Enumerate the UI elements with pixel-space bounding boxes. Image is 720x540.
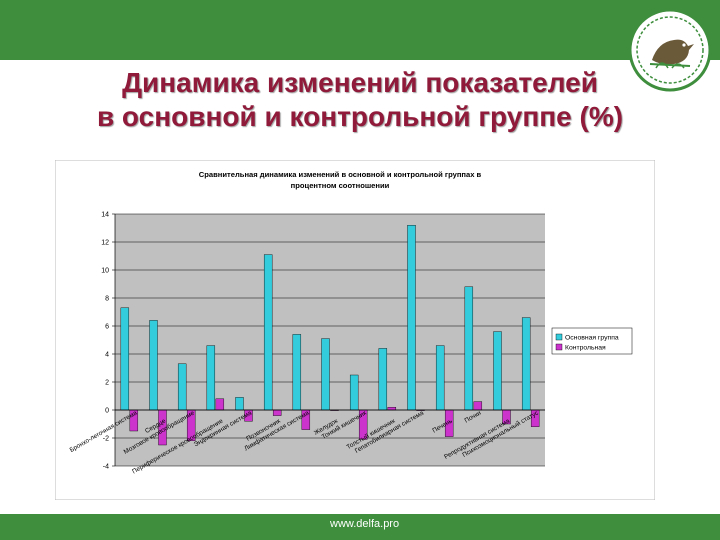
- slide-title-line-2: в основной и контрольной группе (%): [96, 101, 624, 132]
- bar-main-13: [493, 331, 502, 411]
- bar-control-3: [215, 398, 225, 411]
- y-tick-label: 10: [101, 268, 109, 275]
- y-tick-label: -2: [103, 436, 109, 443]
- footer-bar: [0, 514, 720, 540]
- bar-main-11: [435, 345, 445, 411]
- bar-main-14: [521, 317, 531, 411]
- y-tick-label: 14: [101, 212, 109, 219]
- legend-label: Основная группа: [565, 335, 619, 342]
- bar-control-5: [272, 409, 282, 416]
- bar-main-9: [378, 348, 388, 411]
- plot-area: [115, 214, 545, 466]
- bar-main-5: [263, 254, 273, 411]
- legend-label: Контрольная: [565, 345, 606, 352]
- bar-main-8: [349, 374, 359, 411]
- legend-swatch: [555, 343, 563, 351]
- bar-main-1: [149, 320, 158, 411]
- bar-main-12: [464, 286, 474, 411]
- y-tick-label: -4: [103, 464, 109, 471]
- bar-main-10: [407, 224, 416, 411]
- bar-main-7: [321, 338, 330, 411]
- legend-swatch: [555, 333, 563, 341]
- bar-main-0: [120, 307, 130, 411]
- bird-logo-icon: [628, 8, 712, 92]
- chart-title-line-2: процентном соотношении: [291, 181, 390, 190]
- bar-main-2: [177, 363, 187, 411]
- bar-chart: Сравнительная динамика изменений в основ…: [55, 160, 655, 500]
- chart-title-line-1: Сравнительная динамика изменений в основ…: [199, 170, 482, 179]
- bar-control-9: [387, 406, 397, 411]
- footer-url: www.delfa.pro: [330, 518, 400, 530]
- bar-main-4: [235, 397, 244, 411]
- header-bar: [0, 0, 720, 60]
- y-tick-label: 8: [105, 296, 109, 303]
- bar-control-12: [473, 401, 483, 411]
- y-tick-label: 2: [105, 380, 109, 387]
- slide-title: Динамика изменений показателей в основно…: [40, 66, 680, 134]
- y-tick-label: 6: [105, 324, 109, 331]
- y-tick-label: 12: [101, 240, 109, 247]
- slide-title-line-1: Динамика изменений показателей: [122, 67, 598, 98]
- bar-main-3: [206, 345, 216, 411]
- bar-main-6: [292, 334, 302, 411]
- y-tick-label: 0: [105, 408, 109, 415]
- y-tick-label: 4: [105, 352, 109, 359]
- legend-box: [551, 327, 633, 355]
